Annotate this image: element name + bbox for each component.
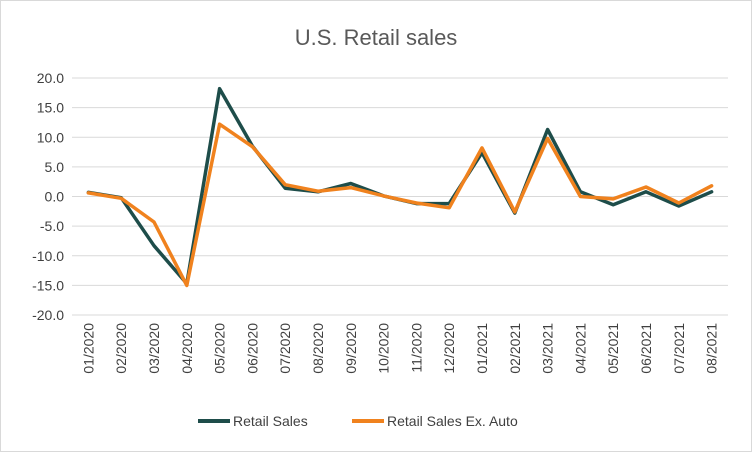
x-tick-label: 07/2021 — [671, 323, 687, 374]
series-line-retail-sales-ex-auto — [86, 122, 714, 288]
chart-title: U.S. Retail sales — [295, 25, 458, 50]
x-tick-label: 04/2021 — [572, 323, 588, 374]
x-tick-label: 06/2021 — [638, 323, 654, 374]
x-tick-label: 01/2021 — [474, 323, 490, 374]
y-tick-label: 0.0 — [45, 189, 65, 205]
x-tick-label: 05/2020 — [212, 323, 228, 374]
x-tick-label: 03/2020 — [146, 323, 162, 374]
y-tick-label: -10.0 — [32, 248, 64, 264]
series-line-retail-sales — [86, 86, 714, 286]
legend: Retail Sales Retail Sales Ex. Auto — [198, 413, 518, 429]
x-tick-label: 12/2020 — [441, 323, 457, 374]
y-tick-label: -5.0 — [40, 218, 64, 234]
y-tick-label: -20.0 — [32, 307, 64, 323]
legend-label: Retail Sales — [233, 413, 308, 429]
y-tick-label: 15.0 — [37, 100, 64, 116]
x-tick-label: 06/2020 — [244, 323, 260, 374]
x-tick-label: 08/2020 — [310, 323, 326, 374]
x-tick-label: 08/2021 — [704, 323, 720, 374]
x-tick-label: 09/2020 — [343, 323, 359, 374]
x-tick-label: 11/2020 — [408, 323, 424, 373]
x-tick-label: 05/2021 — [605, 323, 621, 374]
x-tick-label: 04/2020 — [179, 323, 195, 374]
x-axis: 01/2020 02/2020 03/2020 04/2020 05/2020 06/20… — [80, 323, 719, 374]
x-tick-label: 10/2020 — [376, 323, 392, 374]
x-tick-label: 01/2020 — [80, 323, 96, 374]
y-tick-label: 5.0 — [45, 159, 65, 175]
x-tick-label: 02/2020 — [113, 323, 129, 374]
x-tick-label: 02/2021 — [507, 323, 523, 374]
x-tick-label: 07/2020 — [277, 323, 293, 374]
y-tick-label: 10.0 — [37, 129, 64, 145]
series-lines — [86, 86, 714, 288]
y-tick-label: 20.0 — [37, 70, 64, 86]
legend-label: Retail Sales Ex. Auto — [387, 413, 518, 429]
y-axis: 20.0 15.0 10.0 5.0 0.0 -5.0 -10.0 -15.0 -20.0 — [32, 70, 64, 323]
gridlines — [72, 77, 728, 316]
y-tick-label: -15.0 — [32, 277, 64, 293]
x-tick-label: 03/2021 — [540, 323, 556, 374]
